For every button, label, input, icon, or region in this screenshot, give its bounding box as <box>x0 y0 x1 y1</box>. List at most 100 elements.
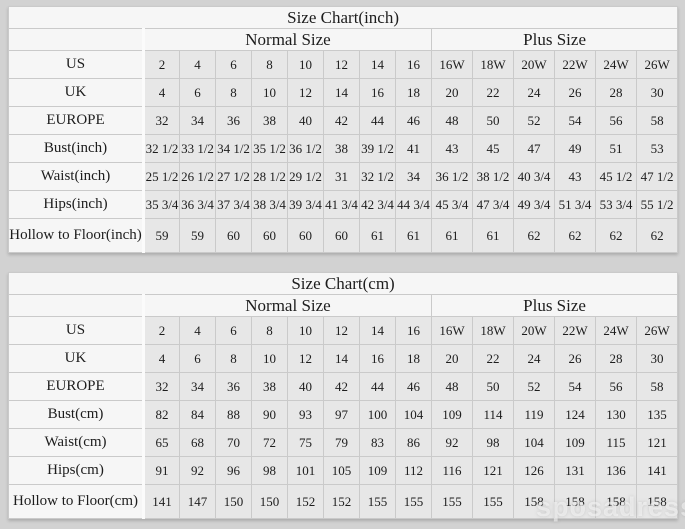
size-cell: 42 <box>323 106 360 135</box>
size-cell: 48 <box>431 372 473 401</box>
size-cell: 119 <box>513 400 555 429</box>
row-label: Bust(cm) <box>8 400 145 429</box>
size-cell: 8 <box>215 78 252 107</box>
size-cell: 50 <box>472 372 514 401</box>
size-cell: 49 <box>554 134 596 163</box>
table-row: Waist(cm) 65 68 70 72 75 79 83 86 92 98 104 109 115 12… <box>8 428 679 457</box>
size-cell: 45 3/4 <box>431 190 473 219</box>
size-cell: 68 <box>179 428 216 457</box>
size-cell: 26 <box>554 78 596 107</box>
size-cell: 62 <box>635 218 679 253</box>
size-cell: 88 <box>215 400 252 429</box>
size-cell: 31 <box>323 162 360 191</box>
size-cell: 14 <box>323 78 360 107</box>
size-cell: 36 <box>215 372 252 401</box>
size-cell: 60 <box>251 218 288 253</box>
size-cell: 155 <box>472 484 514 519</box>
size-cell: 44 <box>359 372 396 401</box>
size-cell: 59 <box>143 218 180 253</box>
row-label: Hips(inch) <box>8 190 145 219</box>
table-title-row: Size Chart(inch) <box>7 6 679 29</box>
size-cell: 22 <box>472 344 514 373</box>
size-cell: 8 <box>251 316 288 345</box>
size-cell: 152 <box>323 484 360 519</box>
size-cell: 43 <box>554 162 596 191</box>
table-row: Bust(cm) 82 84 88 90 93 97 100 104 109 114 119 124 13… <box>8 400 679 429</box>
size-cell: 56 <box>595 106 637 135</box>
size-cell: 44 <box>359 106 396 135</box>
size-cell: 54 <box>554 106 596 135</box>
size-cell: 45 1/2 <box>595 162 637 191</box>
row-label: Waist(inch) <box>8 162 145 191</box>
row-label: Hips(cm) <box>8 456 145 485</box>
size-group-header-row: Normal Size Plus Size <box>8 28 679 51</box>
size-cell: 36 3/4 <box>179 190 216 219</box>
size-cell: 33 1/2 <box>179 134 216 163</box>
size-cell: 59 <box>179 218 216 253</box>
size-cell: 98 <box>472 428 514 457</box>
row-label: EUROPE <box>8 372 145 401</box>
size-cell: 115 <box>595 428 637 457</box>
size-cell: 12 <box>287 344 324 373</box>
size-cell: 62 <box>554 218 596 253</box>
size-cell: 82 <box>143 400 180 429</box>
size-cell: 41 <box>395 134 432 163</box>
size-cell: 91 <box>143 456 180 485</box>
size-cell: 158 <box>595 484 637 519</box>
size-chart-cm-table: Size Chart(cm) Normal Size Plus Size US 2… <box>7 272 679 519</box>
size-cell: 121 <box>635 428 679 457</box>
size-cell: 40 <box>287 106 324 135</box>
size-cell: 35 1/2 <box>251 134 288 163</box>
normal-size-header: Normal Size <box>143 294 432 317</box>
size-cell: 36 1/2 <box>431 162 473 191</box>
table-row: Hips(inch) 35 3/4 36 3/4 37 3/4 38 3/4 39 3/4… <box>8 190 679 219</box>
size-cell: 8 <box>251 50 288 79</box>
size-cell: 30 <box>635 344 679 373</box>
size-cell: 61 <box>359 218 396 253</box>
size-cell: 32 <box>143 372 180 401</box>
size-cell: 24W <box>595 50 637 79</box>
size-cell: 84 <box>179 400 216 429</box>
table-row: EUROPE 32 34 36 38 40 42 44 46 48 50 52 54 56 58 <box>8 106 679 135</box>
size-cell: 12 <box>287 78 324 107</box>
size-cell: 62 <box>513 218 555 253</box>
size-cell: 16 <box>395 50 432 79</box>
size-cell: 39 3/4 <box>287 190 324 219</box>
size-cell: 14 <box>359 50 396 79</box>
table-row: EUROPE 32 34 36 38 40 42 44 46 48 50 52 54 56 58 <box>8 372 679 401</box>
size-cell: 52 <box>513 106 555 135</box>
size-cell: 130 <box>595 400 637 429</box>
size-cell: 4 <box>179 316 216 345</box>
size-cell: 51 <box>595 134 637 163</box>
size-cell: 155 <box>395 484 432 519</box>
size-cell: 20 <box>431 78 473 107</box>
size-cell: 83 <box>359 428 396 457</box>
table-title: Size Chart(inch) <box>7 6 679 29</box>
size-cell: 16 <box>395 316 432 345</box>
row-label: Hollow to Floor(inch) <box>8 218 145 253</box>
size-cell: 60 <box>323 218 360 253</box>
size-cell: 92 <box>431 428 473 457</box>
size-cell: 4 <box>143 78 180 107</box>
size-cell: 42 <box>323 372 360 401</box>
size-cell: 16 <box>359 344 396 373</box>
size-cell: 10 <box>251 344 288 373</box>
size-cell: 46 <box>395 106 432 135</box>
size-cell: 20 <box>431 344 473 373</box>
size-cell: 90 <box>251 400 288 429</box>
size-cell: 28 <box>595 78 637 107</box>
size-cell: 24 <box>513 78 555 107</box>
size-cell: 38 <box>251 106 288 135</box>
size-cell: 28 1/2 <box>251 162 288 191</box>
size-cell: 124 <box>554 400 596 429</box>
size-cell: 36 <box>215 106 252 135</box>
size-cell: 16 <box>359 78 396 107</box>
size-cell: 116 <box>431 456 473 485</box>
size-cell: 155 <box>359 484 396 519</box>
size-cell: 45 <box>472 134 514 163</box>
size-cell: 22W <box>554 50 596 79</box>
table-row: Hollow to Floor(cm) 141 147 150 150 152 152 155… <box>8 484 679 519</box>
size-cell: 14 <box>323 344 360 373</box>
size-cell: 65 <box>143 428 180 457</box>
size-cell: 51 3/4 <box>554 190 596 219</box>
